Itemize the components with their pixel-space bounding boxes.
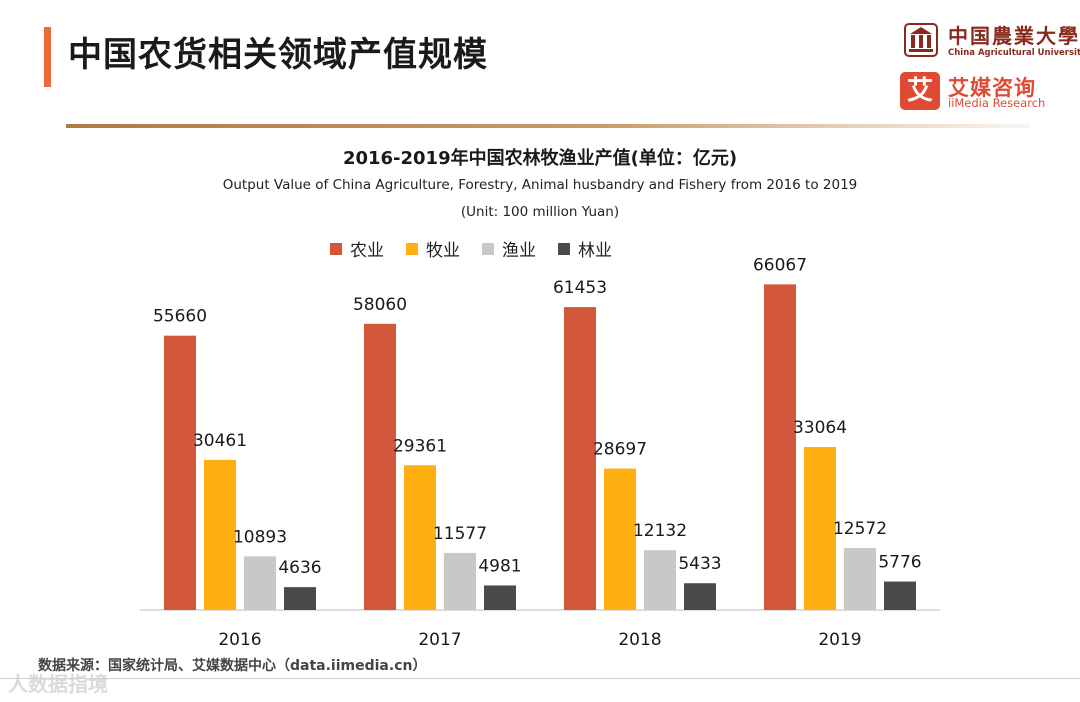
legend-label: 牧业: [426, 241, 460, 261]
bar-2018-3: [684, 583, 716, 610]
university-logo: 中国農業大學 China Agricultural University: [900, 18, 1080, 64]
legend-item-animal-husbandry: 牧业: [406, 236, 460, 261]
legend-label: 渔业: [502, 241, 536, 261]
chart-unit-note: (Unit: 100 million Yuan): [460, 204, 620, 220]
bar-2017-0: [364, 323, 396, 610]
university-name: 中国農業大學: [948, 24, 1080, 48]
data-label: 33064: [793, 418, 847, 438]
source-note: 数据来源：国家统计局、艾媒数据中心（data.iimedia.cn）: [38, 658, 427, 674]
iimedia-mark-icon: 艾: [900, 72, 940, 110]
bar-2018-1: [604, 468, 636, 610]
legend-item-fishery: 渔业: [482, 236, 536, 261]
data-label: 5776: [878, 553, 921, 573]
iimedia-logo: 艾 艾媒咨询 iiMedia Research: [900, 72, 1060, 112]
data-label: 29361: [393, 436, 447, 456]
page-title: 中国农货相关领域产值规模: [68, 35, 488, 75]
bar-2018-0: [564, 307, 596, 610]
university-name-en: China Agricultural University: [948, 48, 1080, 58]
bar-2019-0: [764, 284, 796, 610]
bar-2019-2: [844, 548, 876, 610]
data-label: 61453: [553, 278, 607, 298]
legend-label: 林业: [578, 241, 612, 261]
data-label: 5433: [678, 554, 721, 574]
bar-2017-3: [484, 585, 516, 610]
bar-2016-0: [164, 335, 196, 610]
bar-2016-2: [244, 556, 276, 610]
bar-2016-3: [284, 587, 316, 610]
data-label: 28697: [593, 440, 647, 460]
bar-2019-1: [804, 447, 836, 610]
data-label: 11577: [433, 524, 487, 544]
watermark: 人数据指境: [8, 672, 108, 696]
bar-2017-2: [444, 552, 476, 610]
data-label: 58060: [353, 295, 407, 315]
data-label: 4981: [478, 556, 521, 576]
x-tick-label: 2018: [618, 630, 661, 650]
iimedia-name: 艾媒咨询: [948, 76, 1036, 100]
chart-title: 2016-2019年中国农林牧渔业产值(单位：亿元): [342, 148, 738, 169]
legend-swatch: [482, 242, 494, 255]
x-tick-label: 2017: [418, 630, 461, 650]
chart-subtitle: Output Value of China Agriculture, Fores…: [222, 177, 858, 193]
legend-swatch: [406, 242, 418, 255]
bar-2016-1: [204, 459, 236, 610]
legend-swatch: [330, 242, 342, 255]
university-seal-icon: [904, 23, 938, 57]
legend-item-forestry: 林业: [558, 236, 612, 261]
title-accent-bar: [44, 27, 51, 87]
header-divider: [66, 124, 1030, 128]
data-label: 55660: [153, 307, 207, 327]
bar-2019-3: [884, 581, 916, 610]
bar-2018-2: [644, 550, 676, 610]
legend-item-agriculture: 农业: [330, 236, 384, 261]
bar-2017-1: [404, 465, 436, 610]
iimedia-name-en: iiMedia Research: [948, 96, 1046, 110]
data-label: 12572: [833, 519, 887, 539]
chart-legend: 农业 牧业 渔业 林业: [330, 236, 612, 261]
bottom-rule: [0, 678, 1080, 679]
legend-label: 农业: [350, 241, 384, 261]
data-label: 4636: [278, 558, 321, 578]
legend-swatch: [558, 242, 570, 255]
x-tick-label: 2016: [218, 630, 261, 650]
data-label: 12132: [633, 521, 687, 541]
data-label: 10893: [233, 527, 287, 547]
data-label: 30461: [193, 431, 247, 451]
data-label: 66067: [753, 255, 807, 275]
x-tick-label: 2019: [818, 630, 861, 650]
